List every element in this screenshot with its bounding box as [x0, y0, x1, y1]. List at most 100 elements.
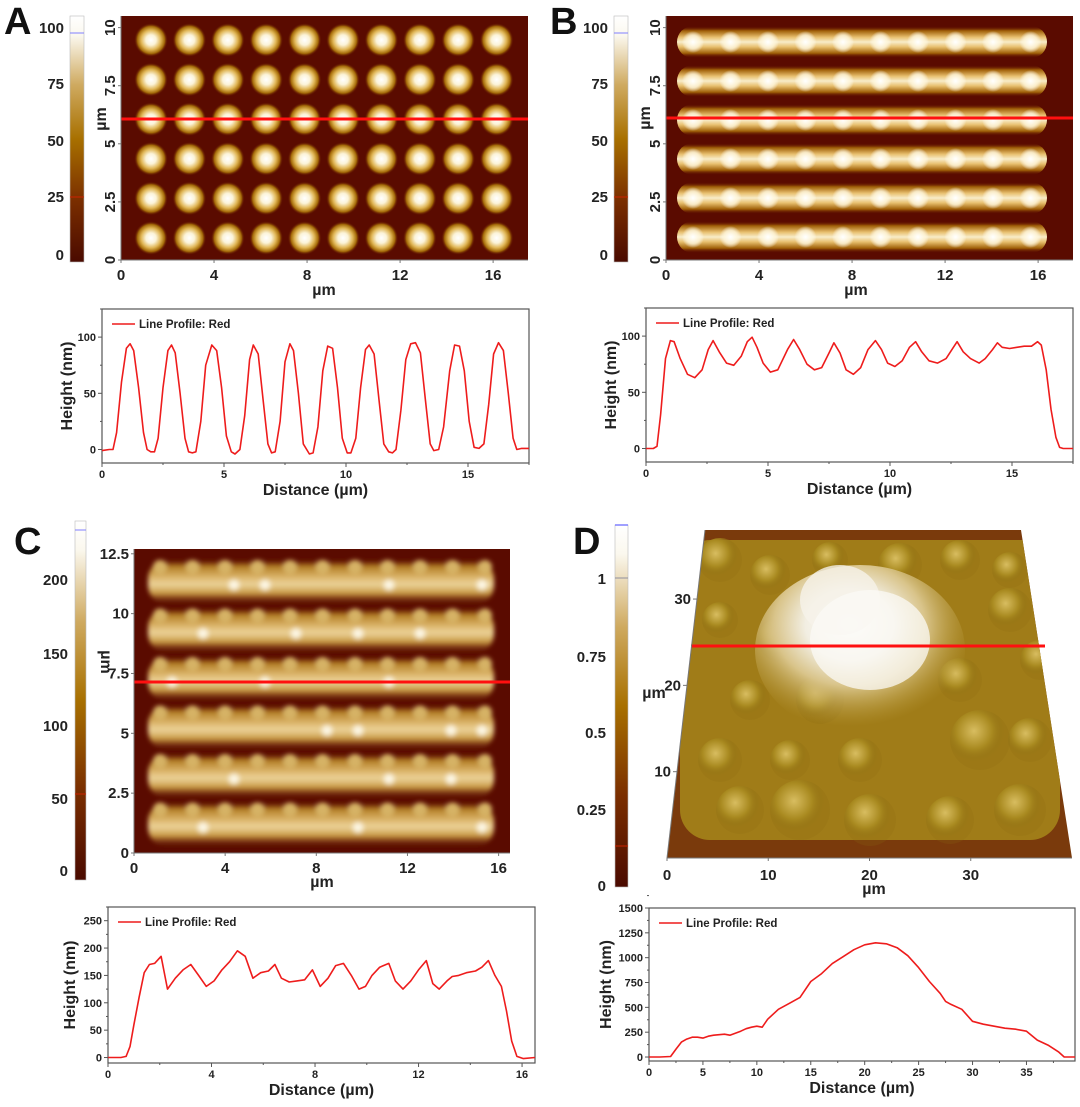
- afm-dot: [719, 187, 742, 209]
- legend-label: Line Profile: Red: [145, 917, 236, 929]
- afm-dot: [249, 221, 284, 255]
- afm-line: [148, 607, 494, 654]
- afm-bright-spot: [227, 578, 241, 592]
- afm-bump: [250, 657, 265, 671]
- x-tick-label: 0: [662, 267, 670, 284]
- y-tick-label: 250: [84, 916, 102, 928]
- x-tick-label: 16: [516, 1069, 528, 1081]
- afm-line-body: [148, 753, 494, 799]
- y-tick-label: 50: [90, 1025, 102, 1037]
- afm-bump: [153, 802, 167, 817]
- afm-dot: [982, 70, 1004, 92]
- afm-bump: [380, 802, 395, 817]
- x-tick-label: 16: [1030, 267, 1047, 284]
- y-tick-label: 1500: [619, 903, 643, 915]
- x-tick-label: 5: [221, 469, 227, 481]
- afm-bright-spot: [382, 578, 396, 592]
- afm-bump: [445, 608, 460, 623]
- x-axis-label: Distance (µm): [263, 482, 368, 499]
- afm-dot: [287, 23, 322, 57]
- afm-dot: [441, 221, 476, 255]
- y-tick-label: 0: [121, 845, 129, 862]
- afm-image-a: 100 75 50 25 0 0 4 8 12 16 0 2.5 5 7.5 10 µm µm: [39, 15, 528, 299]
- colorbar-c: [74, 520, 87, 881]
- afm-dot: [944, 109, 967, 131]
- afm-dot: [287, 221, 322, 255]
- afm-dot: [719, 148, 742, 170]
- colorbar-a: [69, 15, 85, 263]
- colorbar-tick: 100: [583, 20, 608, 37]
- afm-line: [148, 559, 494, 605]
- afm-dot: [134, 181, 168, 216]
- afm-dot: [479, 141, 514, 176]
- afm-bump: [218, 560, 232, 574]
- afm-dot: [907, 187, 929, 209]
- afm-bump: [445, 802, 460, 817]
- afm-dot: [479, 62, 514, 97]
- afm-bump: [283, 802, 297, 817]
- afm-bump: [153, 560, 167, 574]
- panel-label-d: D: [573, 521, 600, 563]
- afm-dot: [907, 109, 929, 131]
- afm-dot: [134, 221, 168, 255]
- afm-bump: [478, 705, 492, 720]
- afm-3d-surface: [680, 538, 1060, 846]
- afm-dot: [982, 187, 1004, 209]
- afm-image-d: 1 0.75 0.5 0.25 0 0 10 20 30 10 20 30 µm µm: [577, 524, 1072, 898]
- afm-bump: [153, 754, 167, 768]
- afm-dot: [249, 23, 284, 57]
- afm-bump: [838, 738, 882, 782]
- afm-dot: [757, 31, 779, 53]
- afm-line-body: [148, 559, 494, 605]
- afm-bump: [702, 602, 738, 638]
- colorbar-b: [613, 15, 629, 263]
- colorbar-tick: 100: [43, 718, 68, 735]
- afm-dot: [326, 23, 360, 57]
- x-tick-label: 12: [399, 860, 416, 877]
- afm-bright-spot: [475, 820, 489, 835]
- y-tick-label: 7.5: [647, 75, 664, 96]
- y-tick-label: 0: [637, 1052, 643, 1064]
- afm-bump: [478, 608, 492, 623]
- line-profile-chart-c: 0 4 8 12 16 0 50 100 150 200 250 Distance (µm) Heigh…: [62, 906, 536, 1099]
- afm-dot: [134, 23, 168, 57]
- x-axis-label: µm: [312, 282, 335, 299]
- afm-bump: [315, 705, 330, 720]
- afm-dot: [441, 23, 476, 57]
- y-tick-label: 0: [90, 445, 96, 457]
- afm-dot: [441, 181, 476, 216]
- colorbar-tick: 25: [591, 189, 608, 206]
- afm-dot: [757, 70, 779, 92]
- afm-bump: [478, 560, 492, 574]
- afm-dot: [326, 62, 360, 97]
- afm-bump: [478, 754, 492, 768]
- afm-dot: [1019, 187, 1042, 209]
- afm-bright-spot: [289, 626, 303, 641]
- afm-bump: [698, 738, 742, 782]
- panel-label-b: B: [550, 1, 577, 43]
- afm-dot: [869, 226, 892, 248]
- colorbar-tick: 0.75: [577, 649, 606, 666]
- afm-dot: [134, 62, 168, 97]
- x-tick-label: 0: [643, 468, 649, 480]
- afm-bump: [315, 608, 330, 623]
- y-axis-label: µm: [637, 106, 654, 129]
- afm-dot: [1019, 109, 1042, 131]
- x-tick-label: 10: [884, 468, 896, 480]
- afm-bump: [844, 794, 896, 846]
- x-tick-label: 16: [485, 267, 502, 284]
- afm-bump: [413, 754, 427, 768]
- afm-bright-spot: [196, 626, 210, 641]
- afm-bright-spot: [444, 723, 458, 738]
- x-tick-label: 5: [700, 1067, 706, 1079]
- x-tick-label: 35: [1020, 1067, 1032, 1079]
- afm-line: [148, 801, 494, 848]
- x-axis-label: Distance (µm): [269, 1082, 374, 1099]
- afm-bump: [218, 754, 232, 768]
- afm-bump: [250, 802, 265, 817]
- afm-dot: [794, 109, 817, 131]
- afm-dot: [907, 31, 929, 53]
- x-tick-label: 5: [765, 468, 771, 480]
- x-tick-label: 4: [208, 1069, 215, 1081]
- afm-dot: [982, 148, 1004, 170]
